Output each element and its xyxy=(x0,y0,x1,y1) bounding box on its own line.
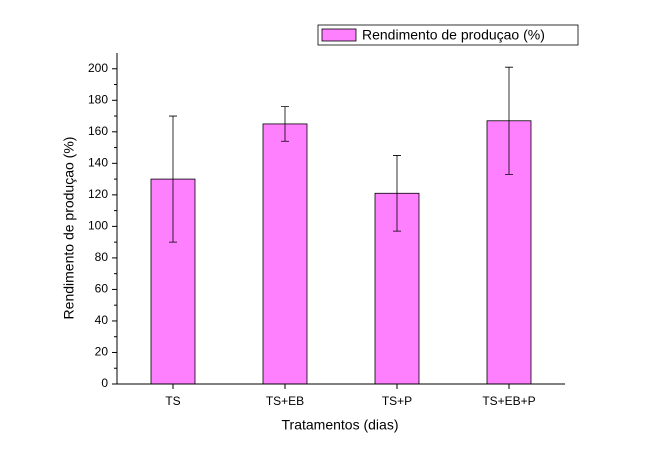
y-tick-label: 180 xyxy=(88,92,108,106)
y-tick-label: 100 xyxy=(88,219,108,233)
legend-box xyxy=(317,24,579,46)
y-tick-label: 40 xyxy=(95,313,109,327)
y-tick-label: 0 xyxy=(101,376,108,390)
y-tick-label: 140 xyxy=(88,156,108,170)
legend-swatch xyxy=(321,28,357,42)
x-axis-label: Tratamentos (dias) xyxy=(282,417,399,433)
legend-label: Rendimento de produçao (%) xyxy=(362,27,545,43)
x-tick-label: TS+EB+P xyxy=(482,394,535,408)
x-tick-label: TS xyxy=(165,394,180,408)
x-tick-label: TS+EB xyxy=(266,394,304,408)
x-tick-label: TS+P xyxy=(382,394,412,408)
bar xyxy=(262,123,308,385)
y-tick-label: 120 xyxy=(88,187,108,201)
error-bar xyxy=(169,115,177,243)
error-bar xyxy=(505,66,513,175)
y-tick-label: 80 xyxy=(95,250,109,264)
y-tick-label: 200 xyxy=(88,61,108,75)
y-tick-label: 160 xyxy=(88,124,108,138)
error-bar xyxy=(393,155,401,232)
error-bar xyxy=(281,106,289,142)
y-tick-label: 60 xyxy=(95,282,109,296)
y-tick-label: 20 xyxy=(95,345,109,359)
y-axis-label: Rendimento de produçao (%) xyxy=(61,137,77,320)
